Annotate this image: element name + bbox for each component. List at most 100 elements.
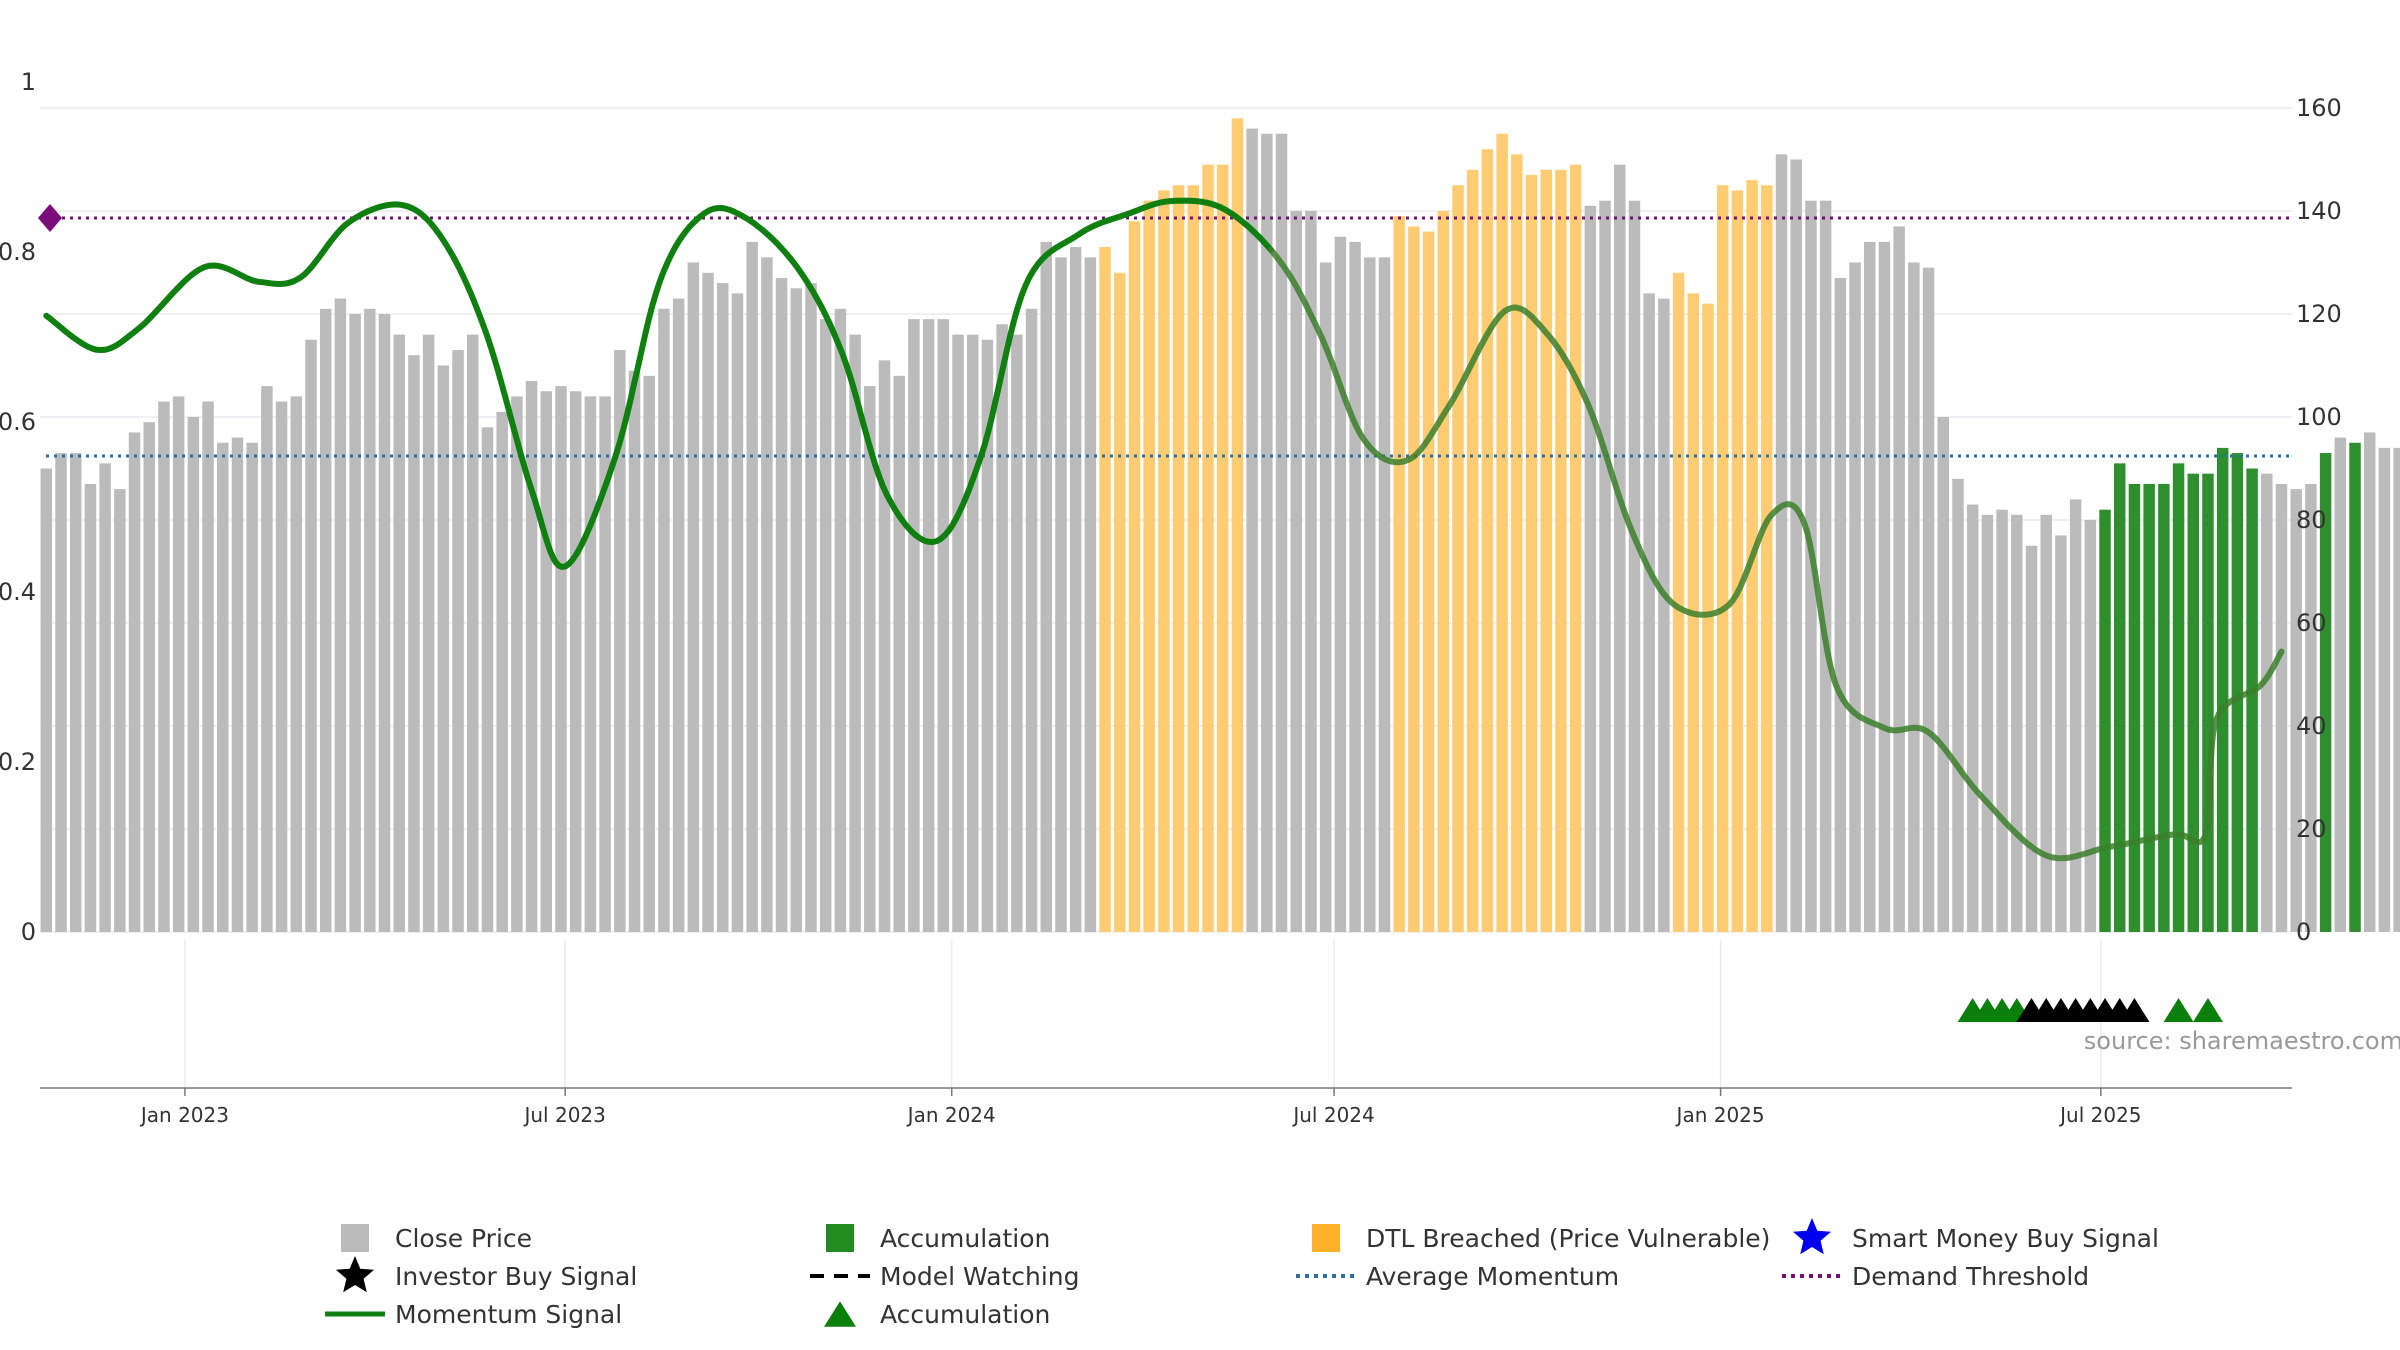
close-price-bar [1378,257,1391,933]
close-price-bar [261,386,273,933]
dtl-breached-bar [1702,303,1714,932]
dtl-breached-bar [1216,164,1229,932]
legend-label: Average Momentum [1366,1262,1619,1291]
legend-label: DTL Breached (Price Vulnerable) [1366,1224,1770,1253]
close-price-bar [2393,447,2400,932]
close-price-bar [2261,473,2273,932]
accumulation-bar [2246,468,2258,932]
dtl-breached-bar [1202,164,1214,932]
close-price-bar [981,339,994,932]
x-tick-label: Jul 2024 [1291,1103,1374,1127]
close-price-bar [143,422,155,932]
close-price-bar [790,288,803,932]
close-price-bar [217,442,229,932]
dtl-breached-bar [1114,272,1126,932]
dtl-breached-bar [1187,185,1200,932]
close-price-bar [922,319,935,932]
close-price-bar [481,427,494,932]
close-price-bar [1996,509,2008,932]
dtl-breached-bar [1525,174,1538,932]
dtl-breached-bar [1672,272,1685,932]
close-price-bar [1864,241,1876,932]
close-price-bar [672,298,685,932]
x-tick-label: Jan 2024 [906,1103,996,1127]
legend-accumulation-bar: Accumulation [826,1224,1050,1253]
accumulation-bar [2114,463,2126,932]
close-price-bar [40,468,53,932]
close-price-bar [2084,520,2097,932]
legend-label: Model Watching [880,1262,1080,1291]
dtl-breached-bar [1231,118,1244,933]
close-price-bar [2334,437,2347,932]
close-price-bar [1878,241,1891,932]
close-price-bar [1055,257,1067,933]
close-price-bar [467,334,479,933]
close-price-bar [2305,483,2317,932]
close-price-bar [717,283,729,933]
close-price-bar [746,241,758,932]
legend-model-watching: Model Watching [810,1262,1080,1291]
close-price-bar [966,334,979,933]
legend-label: Demand Threshold [1852,1262,2089,1291]
close-price-bar [364,308,376,933]
legend-close-price: Close Price [341,1224,532,1253]
legend-label: Accumulation [880,1224,1050,1253]
close-price-bar [702,272,714,932]
close-price-bar [319,308,332,933]
close-price-bar [2290,489,2302,932]
close-price-bar [2378,447,2391,932]
close-price-bar [819,319,832,932]
right-tick-label: 20 [2296,815,2327,843]
close-price-bar [158,401,170,932]
left-tick-label: 0 [21,918,36,946]
close-price-bar [69,453,82,932]
close-price-bar [1834,277,1847,932]
close-price-bar [952,334,964,933]
accumulation-bar [2143,483,2155,932]
close-price-bar [1319,262,1332,932]
dtl-breached-bar [1511,154,1523,933]
close-price-bar [1966,504,1979,932]
right-tick-label: 40 [2296,712,2327,740]
legend-symbol-square [1312,1224,1340,1252]
dtl-breached-bar [1099,247,1111,933]
close-price-bar [731,293,744,932]
close-price-bar [349,314,361,932]
close-price-bar [408,355,420,932]
dtl-breached-bar [1143,200,1155,932]
close-price-bar [555,386,567,933]
accumulation-bar [2216,447,2229,932]
legend-label: Smart Money Buy Signal [1852,1224,2159,1253]
close-price-bar [1643,293,1655,932]
close-price-bar [1893,226,1905,932]
close-price-bar [305,339,317,932]
close-price-bar [1246,128,1258,933]
right-tick-label: 100 [2296,403,2342,431]
legend-average-momentum: Average Momentum [1296,1262,1619,1291]
dtl-breached-bar [1408,226,1420,932]
legend-demand-threshold: Demand Threshold [1782,1262,2089,1291]
close-price-bar [55,453,67,932]
close-price-bar [1849,262,1861,932]
close-price-bar [1364,257,1376,933]
dtl-breached-bar [1452,185,1464,932]
close-price-bar [1261,133,1273,932]
dtl-breached-bar [1158,190,1170,932]
legend-accumulation-triangle: Accumulation [824,1300,1050,1329]
accumulation-bar [2349,442,2361,932]
legend-investor-buy: Investor Buy Signal [336,1256,637,1293]
left-tick-label: 0.8 [0,238,36,266]
close-price-bar [128,432,141,932]
close-price-bar [1981,514,1994,932]
right-tick-label: 120 [2296,300,2342,328]
close-price-bar [2363,432,2376,932]
dtl-breached-bar [1569,164,1582,932]
close-price-bar [628,370,641,932]
dtl-breached-bar [1731,190,1744,932]
dtl-breached-bar [1128,221,1141,933]
accumulation-bar [2172,463,2185,932]
legend-smart-money: Smart Money Buy Signal [1793,1218,2159,1255]
close-price-bar [937,319,950,932]
dtl-breached-bar [1422,231,1435,933]
